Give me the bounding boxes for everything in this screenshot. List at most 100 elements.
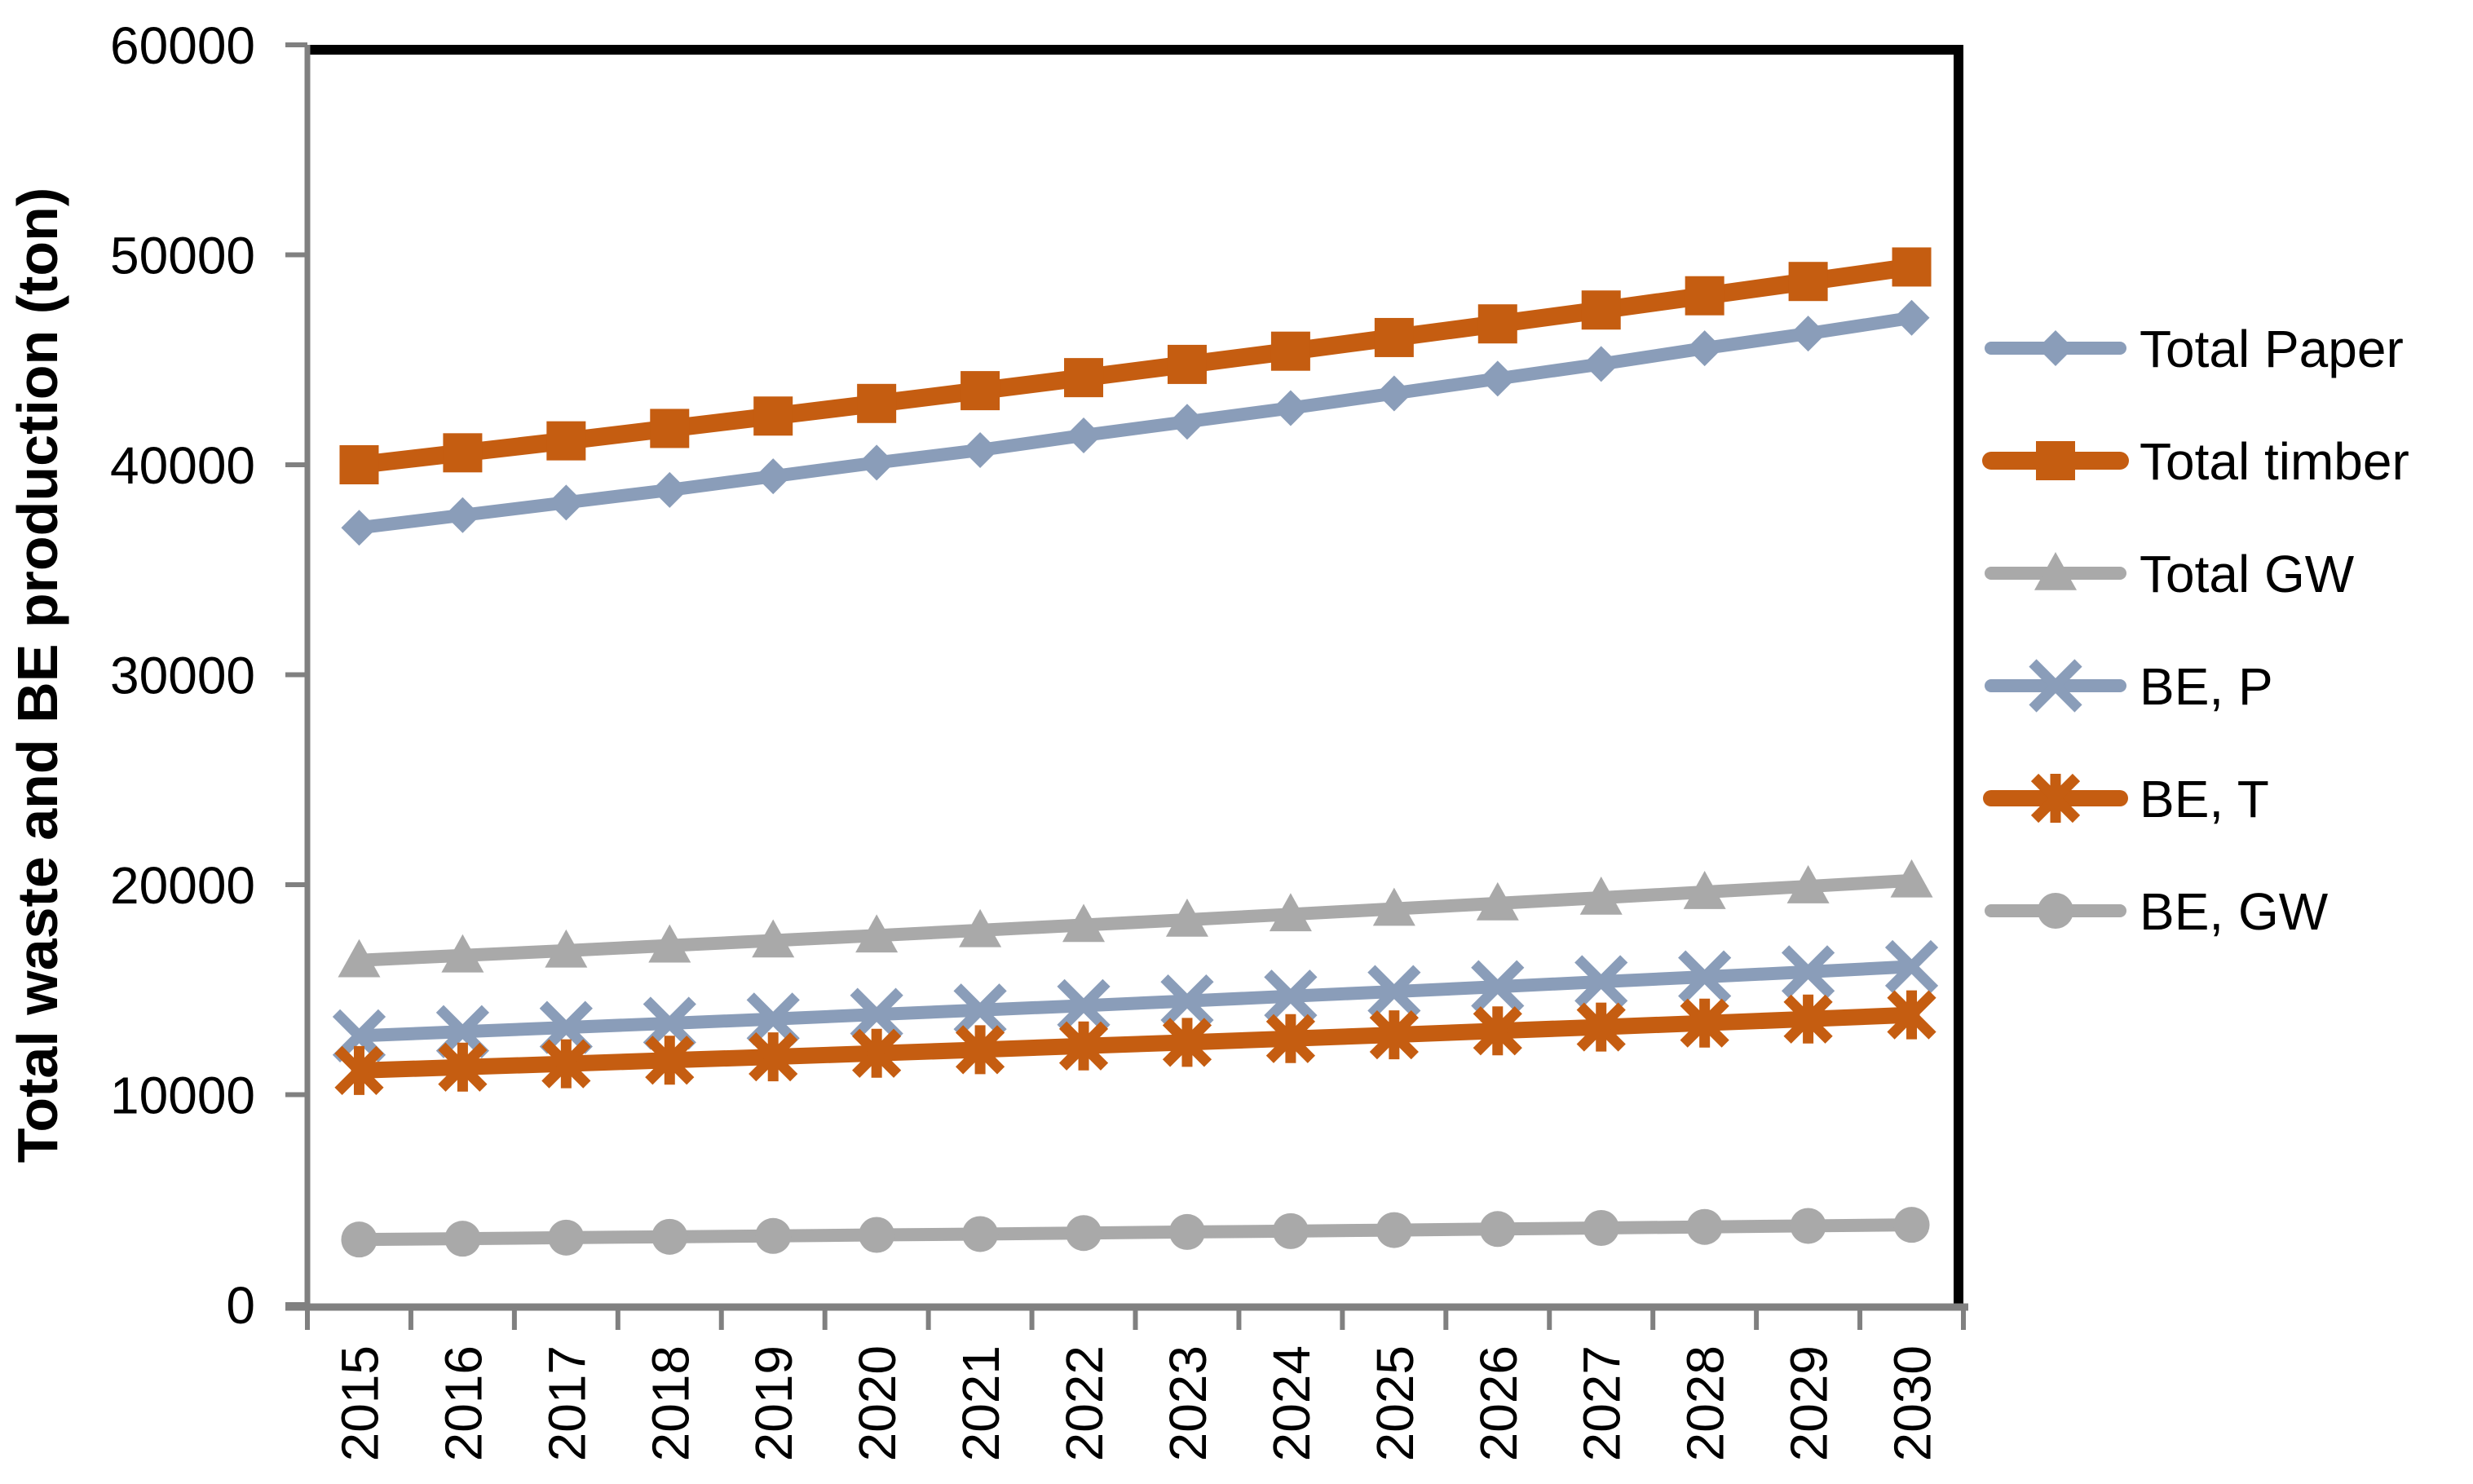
x-marker-icon <box>1884 939 1939 994</box>
x-tick-label: 2015 <box>330 1345 389 1461</box>
circle-marker-icon <box>1376 1212 1412 1248</box>
asterisk-marker-icon <box>1162 1018 1212 1067</box>
diamond-marker-icon <box>859 444 895 481</box>
triangle-marker-icon <box>338 939 381 978</box>
x-tick-label: 2019 <box>744 1345 803 1461</box>
square-marker-icon <box>960 371 1000 411</box>
x-marker-icon <box>953 983 1007 1037</box>
series-line <box>350 258 1921 474</box>
square-marker-icon <box>1685 276 1724 316</box>
triangle-marker-icon <box>545 929 588 968</box>
diamond-marker-icon <box>1066 417 1102 453</box>
y-tick-label: 10000 <box>110 1067 255 1125</box>
series-line <box>352 1218 1919 1247</box>
diamond-marker-icon <box>1583 346 1619 382</box>
x-marker-icon <box>850 987 903 1041</box>
legend-label: Total GW <box>2140 545 2355 603</box>
triangle-marker-icon <box>1786 865 1830 903</box>
square-marker-icon <box>1477 304 1517 344</box>
circle-marker-icon <box>1686 1208 1723 1245</box>
series-be-p <box>332 939 1939 1062</box>
legend-item-be-t: BE, T <box>1983 770 2269 828</box>
legend-item-total-paper: Total Paper <box>1985 320 2404 378</box>
square-marker-icon <box>753 396 793 436</box>
x-axis: 2015 2016 2017 2018 2019 2020 2021 2022 2023 2024… <box>305 1305 1966 1461</box>
asterisk-marker-icon <box>645 1036 695 1085</box>
x-tick-label: 2017 <box>537 1345 596 1461</box>
x-marker-icon <box>1264 969 1318 1023</box>
x-tick-label: 2027 <box>1573 1345 1632 1461</box>
circle-marker-icon <box>1479 1211 1516 1248</box>
circle-marker-icon <box>651 1218 688 1255</box>
circle-marker-icon <box>1272 1212 1309 1249</box>
triangle-marker-icon <box>1165 899 1208 937</box>
x-tick-label: 2028 <box>1676 1345 1735 1461</box>
asterisk-marker-icon <box>955 1025 1005 1075</box>
circle-marker-icon <box>1790 1208 1826 1244</box>
legend-item-be-p: BE, P <box>1985 657 2273 716</box>
triangle-marker-icon <box>2034 552 2077 590</box>
diamond-marker-icon <box>1893 299 1930 336</box>
square-marker-icon <box>1167 344 1207 384</box>
legend-label: BE, T <box>2140 770 2269 828</box>
y-tick-label: 40000 <box>110 436 255 495</box>
diamond-marker-icon <box>2038 330 2073 366</box>
x-marker-icon <box>1678 950 1732 1004</box>
x-marker-icon <box>1574 955 1628 1009</box>
triangle-marker-icon <box>855 914 899 953</box>
square-marker-icon <box>2036 441 2075 480</box>
y-tick-label: 50000 <box>110 227 255 285</box>
legend-label: BE, P <box>2140 657 2273 716</box>
y-tick-label: 60000 <box>110 16 255 75</box>
asterisk-marker-icon <box>749 1032 798 1082</box>
square-marker-icon <box>546 421 586 461</box>
square-marker-icon <box>1270 331 1310 371</box>
square-marker-icon <box>1064 358 1104 398</box>
diamond-marker-icon <box>755 458 792 495</box>
y-axis: 0 10000 20000 30000 40000 50000 60000 <box>110 16 307 1335</box>
triangle-marker-icon <box>1269 893 1312 932</box>
series-line <box>352 311 1919 535</box>
triangle-marker-icon <box>1062 903 1106 943</box>
circle-marker-icon <box>1583 1210 1619 1247</box>
x-tick-label: 2018 <box>641 1345 700 1461</box>
x-tick-label: 2016 <box>434 1345 492 1461</box>
asterisk-marker-icon <box>1058 1021 1109 1071</box>
circle-marker-icon <box>341 1221 378 1258</box>
diamond-marker-icon <box>1168 404 1205 440</box>
x-marker-icon <box>2029 659 2082 713</box>
y-tick-label: 20000 <box>110 856 255 915</box>
legend-label: Total timber <box>2140 432 2409 491</box>
series-be-t <box>334 990 1936 1095</box>
asterisk-marker-icon <box>1473 1006 1522 1056</box>
x-tick-label: 2024 <box>1262 1345 1321 1461</box>
triangle-marker-icon <box>752 919 795 958</box>
x-marker-icon <box>1057 978 1111 1032</box>
triangle-marker-icon <box>959 908 1002 947</box>
diamond-marker-icon <box>962 431 999 468</box>
y-tick-label: 0 <box>226 1276 255 1335</box>
x-marker-icon <box>1471 960 1525 1014</box>
x-tick-label: 2022 <box>1055 1345 1114 1461</box>
asterisk-marker-icon <box>2030 773 2081 824</box>
triangle-marker-icon <box>1579 876 1623 915</box>
legend-item-be-gw: BE, GW <box>1985 882 2329 941</box>
triangle-marker-icon <box>1372 887 1415 926</box>
diamond-marker-icon <box>1272 390 1309 426</box>
square-marker-icon <box>857 383 897 423</box>
triangle-marker-icon <box>1683 871 1726 909</box>
circle-marker-icon <box>2038 893 2073 929</box>
asterisk-marker-icon <box>1265 1014 1316 1063</box>
legend: Total Paper Total timber Total GW BE, P BE, … <box>1982 320 2409 941</box>
diamond-marker-icon <box>1479 360 1516 397</box>
x-tick-label: 2030 <box>1883 1345 1942 1461</box>
x-tick-label: 2021 <box>952 1345 1010 1461</box>
triangle-marker-icon <box>1890 859 1933 898</box>
circle-marker-icon <box>1168 1213 1205 1250</box>
diamond-marker-icon <box>651 471 688 508</box>
asterisk-marker-icon <box>541 1039 591 1089</box>
circle-marker-icon <box>859 1217 895 1253</box>
circle-marker-icon <box>962 1216 999 1252</box>
series-total-timber <box>339 247 1932 484</box>
